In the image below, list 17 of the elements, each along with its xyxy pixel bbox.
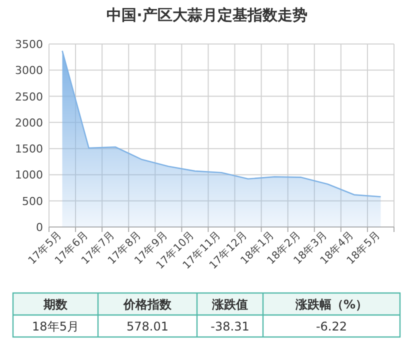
text: 578.01 (126, 320, 168, 334)
chart-title: 中国·产区大蒜月定基指数走势 (106, 6, 308, 24)
y-tick-label: 1000 (15, 168, 43, 182)
text: -6.22 (316, 320, 348, 334)
y-tick-label: 500 (22, 194, 43, 208)
text: 涨跌幅（%） (294, 298, 368, 312)
text: 期数 (42, 298, 68, 312)
text: -38.31 (210, 320, 250, 334)
y-tick-label: 0 (36, 221, 43, 234)
y-tick-label: 2500 (15, 90, 43, 104)
text: 价格指数 (122, 298, 172, 312)
y-tick-label: 3000 (15, 64, 43, 78)
y-tick-label: 2000 (15, 116, 43, 130)
y-tick-label: 3500 (15, 38, 43, 51)
text: 涨跌值 (211, 298, 248, 312)
text: 18年5月 (32, 320, 79, 334)
y-tick-label: 1500 (15, 142, 43, 156)
